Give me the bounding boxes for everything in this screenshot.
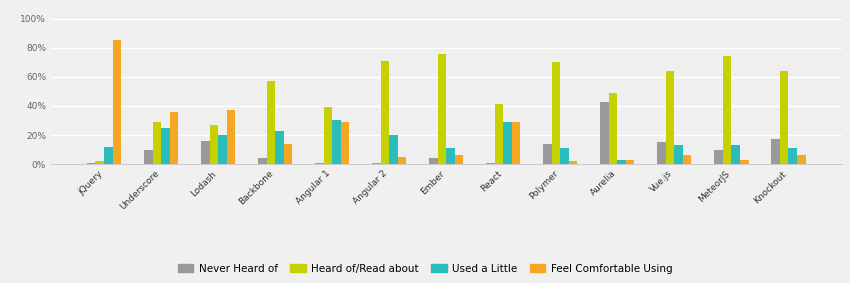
Bar	[731, 145, 740, 164]
Bar	[503, 122, 512, 164]
Bar	[438, 53, 446, 164]
Bar	[258, 158, 267, 164]
Bar	[486, 163, 495, 164]
Bar	[446, 148, 455, 164]
Bar	[683, 155, 692, 164]
Bar	[170, 112, 178, 164]
Bar	[162, 128, 170, 164]
Bar	[569, 161, 577, 164]
Bar	[429, 158, 438, 164]
Bar	[381, 61, 389, 164]
Bar	[218, 135, 227, 164]
Bar	[95, 161, 104, 164]
Bar	[560, 148, 569, 164]
Bar	[87, 163, 95, 164]
Bar	[210, 125, 218, 164]
Bar	[372, 163, 381, 164]
Bar	[771, 140, 780, 164]
Bar	[389, 135, 398, 164]
Bar	[112, 40, 122, 164]
Bar	[797, 155, 806, 164]
Bar	[657, 142, 666, 164]
Bar	[104, 147, 112, 164]
Bar	[398, 157, 406, 164]
Bar	[201, 141, 210, 164]
Bar	[315, 163, 324, 164]
Bar	[512, 122, 520, 164]
Bar	[609, 93, 617, 164]
Bar	[455, 155, 463, 164]
Bar	[495, 104, 503, 164]
Bar	[674, 145, 683, 164]
Bar	[152, 122, 162, 164]
Bar	[324, 107, 332, 164]
Bar	[275, 131, 284, 164]
Bar	[626, 160, 634, 164]
Bar	[714, 150, 722, 164]
Bar	[666, 71, 674, 164]
Bar	[267, 81, 275, 164]
Bar	[722, 56, 731, 164]
Bar	[332, 121, 341, 164]
Bar	[284, 144, 292, 164]
Bar	[780, 71, 789, 164]
Bar	[543, 144, 552, 164]
Bar	[600, 102, 609, 164]
Bar	[789, 148, 797, 164]
Legend: Never Heard of, Heard of/Read about, Used a Little, Feel Comfortable Using: Never Heard of, Heard of/Read about, Use…	[173, 260, 677, 278]
Bar	[740, 160, 749, 164]
Bar	[552, 62, 560, 164]
Bar	[144, 150, 152, 164]
Bar	[341, 122, 349, 164]
Bar	[227, 110, 235, 164]
Bar	[617, 160, 626, 164]
